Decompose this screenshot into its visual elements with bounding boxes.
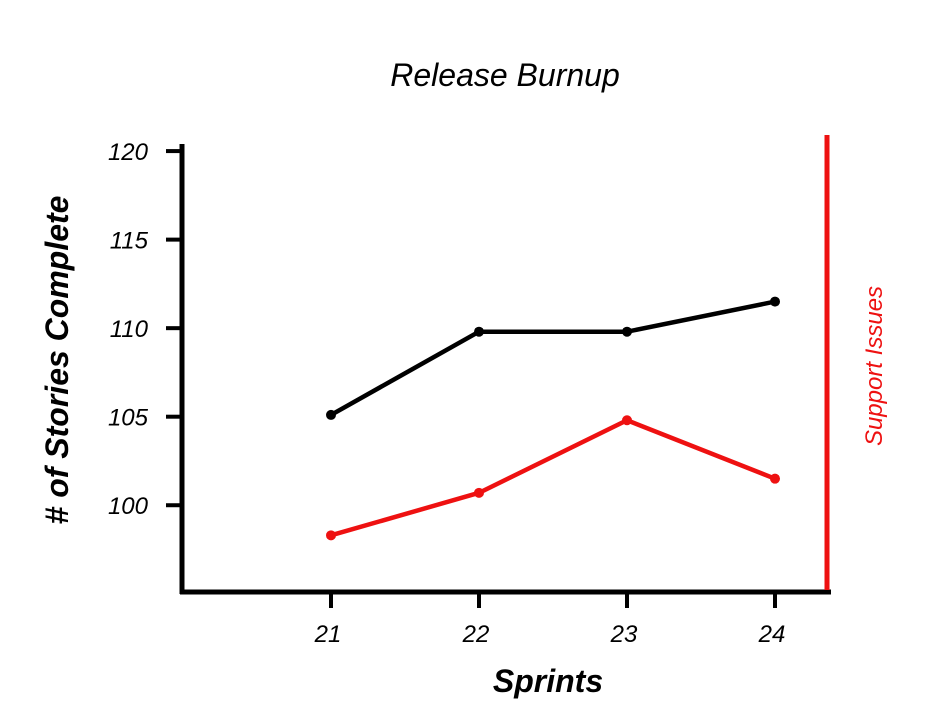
series-0-point-1 — [474, 326, 484, 337]
series-0-line — [328, 299, 778, 418]
y-axis-label: # of Stories Complete — [39, 196, 75, 525]
chart-title: Release Burnup — [390, 57, 619, 93]
series-1-point-1 — [474, 487, 484, 498]
y-tick-label-4: 120 — [108, 139, 149, 166]
secondary-y-axis-label: Support Issues — [861, 286, 888, 446]
y-tick-label-2: 110 — [110, 316, 149, 343]
series-1-point-0 — [326, 530, 336, 541]
x-tick-label-1: 22 — [462, 621, 490, 648]
series-1-point-3 — [770, 473, 780, 484]
series-0-point-3 — [770, 296, 780, 307]
y-tick-label-3: 115 — [110, 228, 149, 255]
series-1-point-2 — [622, 415, 632, 426]
y-tick-label-0: 100 — [108, 493, 149, 520]
x-axis-label: Sprints — [493, 663, 603, 699]
x-tick-label-0: 21 — [314, 621, 342, 648]
series-0-point-2 — [622, 326, 632, 337]
series-1-line — [328, 417, 778, 538]
y-tick-label-1: 105 — [108, 405, 149, 432]
series-0-point-0 — [326, 409, 336, 420]
x-tick-label-2: 23 — [610, 621, 638, 648]
x-tick-label-3: 24 — [758, 621, 786, 648]
